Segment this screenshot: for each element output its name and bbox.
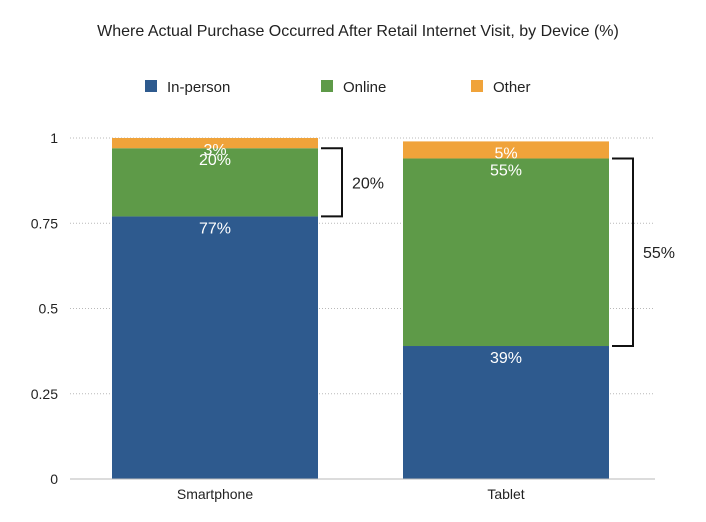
segment-labels: 77%20%3%39%55%5%: [199, 142, 522, 367]
data-label-smartphone-other: 3%: [203, 142, 226, 159]
data-label-tablet-other: 5%: [494, 145, 517, 162]
data-label-tablet-in-person: 39%: [490, 350, 522, 367]
bracket-tablet-online-label: 55%: [643, 245, 675, 262]
bracket-annotations: 20% 55%: [321, 147, 675, 348]
bracket-smartphone-online: [321, 147, 343, 218]
legend-label-in-person: In-person: [167, 79, 230, 96]
bar-tablet-other: [403, 141, 609, 159]
y-tick-label-0-25: 0.25: [31, 386, 58, 402]
bars: [112, 138, 609, 479]
y-tick-label-0-75: 0.75: [31, 215, 58, 231]
x-tick-label-smartphone: Smartphone: [177, 486, 253, 502]
bar-smartphone-in-person: [112, 216, 318, 479]
bar-smartphone-other: [112, 138, 318, 149]
legend-label-online: Online: [343, 79, 386, 96]
x-axis: Smartphone Tablet: [70, 478, 655, 502]
legend: In-person Online Other: [145, 79, 531, 96]
legend-swatch-in-person: [145, 80, 157, 92]
y-tick-label-0-5: 0.5: [39, 301, 59, 317]
bar-tablet-online: [403, 158, 609, 347]
data-label-smartphone-online: 20%: [199, 152, 231, 169]
legend-swatch-online: [321, 80, 333, 92]
y-tick-label-1: 1: [50, 130, 58, 146]
data-label-tablet-online: 55%: [490, 162, 522, 179]
y-tick-label-0: 0: [50, 471, 58, 487]
chart-title: Where Actual Purchase Occurred After Ret…: [97, 23, 619, 40]
y-axis: 0 0.25 0.5 0.75 1: [31, 130, 58, 487]
bar-smartphone-online: [112, 148, 318, 217]
bracket-smartphone-online-label: 20%: [352, 175, 384, 192]
x-tick-label-tablet: Tablet: [487, 486, 524, 502]
bar-tablet-in-person: [403, 346, 609, 479]
data-label-smartphone-in-person: 77%: [199, 220, 231, 237]
legend-swatch-other: [471, 80, 483, 92]
bracket-tablet-online: [612, 157, 634, 348]
legend-label-other: Other: [493, 79, 531, 96]
